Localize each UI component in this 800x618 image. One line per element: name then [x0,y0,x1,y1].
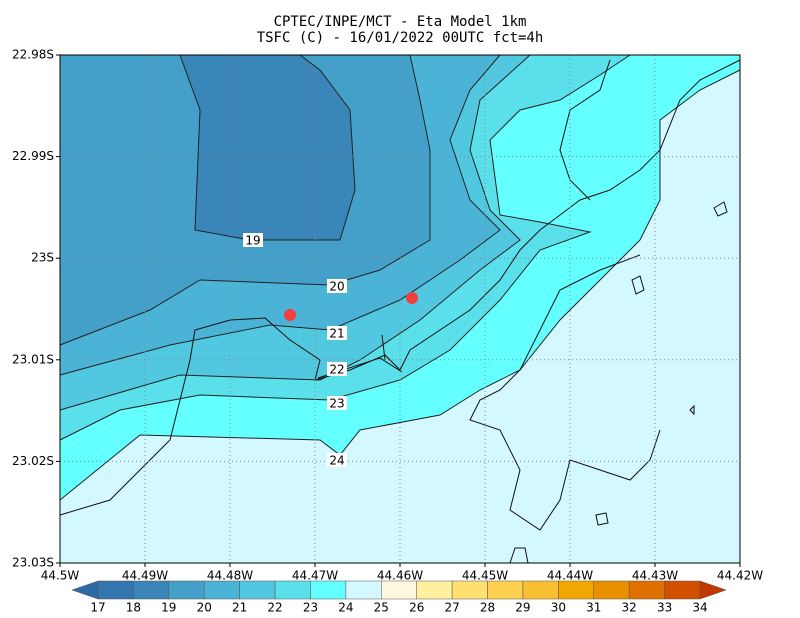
contour-label: 21 [329,327,344,341]
colorbar-label: 20 [197,601,212,615]
colorbar-box [558,580,595,600]
isotherm [59,54,531,411]
colorbar-label: 33 [657,601,672,615]
label-box [327,362,347,376]
isotherm [59,54,501,376]
contour-label: 24 [329,454,344,468]
colorbar-label: 29 [515,601,530,615]
contour-label: 22 [329,363,344,377]
y-tick-label: 23.03S [12,556,54,570]
y-tick-label: 23.01S [12,352,54,366]
x-tick-label: 44.48W [207,569,253,583]
coast-line [59,59,741,516]
colorbar-arrow [699,580,727,600]
station-marker [406,292,418,304]
x-tick-label: 44.46W [377,569,423,583]
colorbar-box [451,580,488,600]
label-box [327,279,347,293]
contour-label: 20 [329,280,344,294]
colorbar-box [381,580,417,600]
x-tick-label: 44.45W [462,569,508,583]
x-tick-label: 44.42W [717,569,763,583]
colorbar-label: 27 [444,601,459,615]
colorbar-box [310,580,347,600]
contour-labels: 19 20 21 22 23 24 [243,233,347,468]
y-tick-label: 22.98S [12,48,54,62]
x-tick-label: 44.49W [122,569,168,583]
y-tick-label: 23S [31,251,54,265]
x-tick-label: 44.43W [632,569,678,583]
colorbar-label: 21 [232,601,247,615]
colorbar-label: 19 [161,601,176,615]
station-marker [284,309,296,321]
isotherm [179,54,356,241]
colorbar-box [522,580,559,600]
x-tick-label: 44.5W [41,569,80,583]
coastline [59,59,741,564]
colorbar-label: 32 [622,601,637,615]
title-line: TSFC (C) - 16/01/2022 00UTC fct=4h [257,30,544,46]
colorbar-box [239,580,276,600]
label-box [327,453,347,467]
field-18-19 [180,55,355,240]
label-box [327,326,347,340]
colorbar-box [664,580,701,600]
island [509,201,728,564]
colorbar-box [628,580,665,600]
colorbar-box [203,580,240,600]
contour-label: 23 [329,397,344,411]
x-tick-label: 44.47W [292,569,338,583]
colorbar-box [274,580,311,600]
colorbar-label: 25 [374,601,389,615]
grid [60,55,740,563]
colorbar-label: 26 [409,601,424,615]
colorbar-box [416,580,453,600]
label-box [243,233,263,247]
colorbar: 17 18 19 20 21 22 23 24 25 26 27 28 29 30 31 32 33 34 [71,580,727,615]
isotherm [59,54,431,346]
colorbar-box [168,580,205,600]
colorbar-box [487,580,524,600]
contour-label: 19 [245,234,260,248]
colorbar-label: 28 [480,601,495,615]
colorbar-label: 24 [338,601,353,615]
y-tick-label: 22.99S [12,149,54,163]
label-box [327,396,347,410]
colorbar-label: 30 [551,601,566,615]
colorbar-label: 22 [267,601,282,615]
colorbar-label: 23 [303,601,318,615]
colorbar-label: 31 [586,601,601,615]
colorbar-label: 17 [90,601,105,615]
colorbar-box [593,580,630,600]
coast-line [559,59,611,201]
coast-line [469,254,661,531]
colorbar-box [133,580,170,600]
colorbar-arrow [71,580,99,600]
colorbar-box [345,580,382,600]
title-line: CPTEC/INPE/MCT - Eta Model 1km [274,14,527,30]
x-tick-label: 44.44W [547,569,593,583]
colorbar-label: 34 [692,601,707,615]
colorbar-label: 18 [126,601,141,615]
isotherm [59,54,631,441]
colorbar-box [97,580,134,600]
y-tick-label: 23.02S [12,454,54,468]
